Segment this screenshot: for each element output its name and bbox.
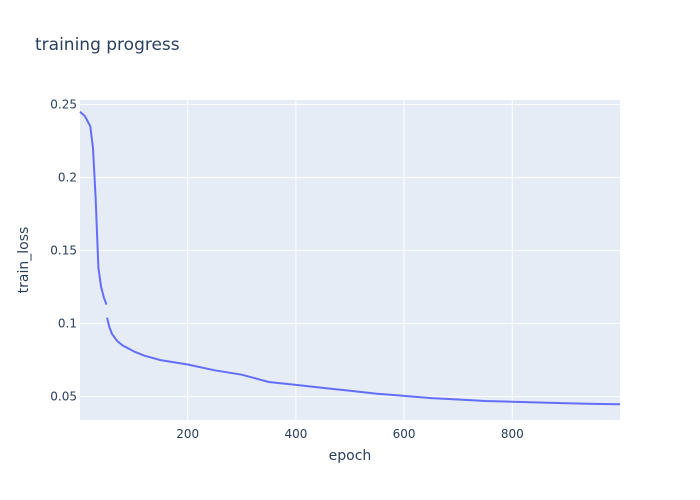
y-tick-label: 0.05 (50, 390, 77, 404)
y-tick-label: 0.2 (58, 170, 77, 184)
grid-lines (80, 100, 620, 420)
x-tick-label: 800 (501, 427, 524, 441)
y-axis-ticks: 0.05 0.1 0.15 0.2 0.25 (50, 97, 77, 403)
y-tick-label: 0.15 (50, 244, 77, 258)
y-axis-title: train_loss (16, 227, 32, 294)
x-axis-title: epoch (329, 448, 372, 464)
x-tick-label: 200 (176, 427, 199, 441)
series-layer (79, 110, 621, 406)
x-tick-label: 600 (393, 427, 416, 441)
chart-title: training progress (35, 35, 180, 55)
x-axis-ticks: 200 400 600 800 (176, 427, 524, 441)
y-tick-label: 0.25 (50, 97, 77, 111)
plot-area-background (80, 100, 620, 420)
series-line-segment (79, 110, 108, 305)
x-tick-label: 400 (284, 427, 307, 441)
series-line-segment (106, 317, 621, 406)
y-tick-label: 0.1 (58, 317, 77, 331)
